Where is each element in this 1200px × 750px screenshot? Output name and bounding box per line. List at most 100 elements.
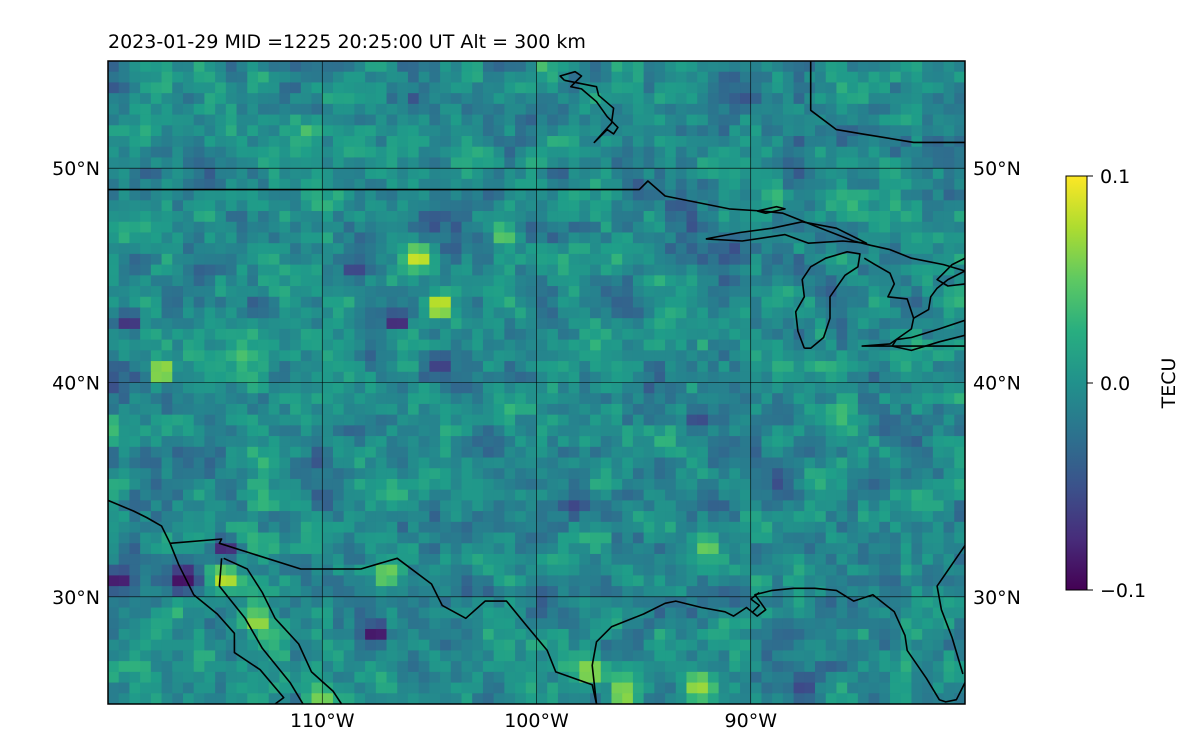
tec-cell [108,607,120,619]
tec-cell [750,189,763,201]
tec-cell [172,371,184,384]
tec-cell [397,350,409,362]
tec-cell [622,114,634,126]
tec-cell [225,232,238,244]
tec-cell [204,489,216,501]
tec-cell [740,543,752,555]
tec-cell [525,661,538,673]
tec-cell [407,393,420,405]
tec-cell [718,436,730,448]
tec-cell [343,618,355,630]
tec-cell [257,157,270,169]
tec-cell [590,500,602,512]
tec-cell [707,243,720,255]
tec-cell [279,264,291,276]
tec-cell [686,489,698,501]
tec-cell [675,296,688,309]
tec-cell [815,693,827,704]
tec-cell [954,61,965,73]
tec-cell [675,628,688,641]
tec-cell [932,286,945,298]
tec-cell [600,382,613,394]
tec-cell [407,146,420,159]
tec-cell [932,618,945,630]
tec-cell [943,436,955,448]
tec-cell [943,639,955,652]
tec-cell [418,693,430,704]
tec-cell [686,146,698,159]
tec-cell [547,586,559,598]
tec-cell [836,650,848,662]
tec-cell [879,339,891,351]
tec-cell [611,93,623,105]
tec-cell [493,553,505,566]
tec-cell [675,328,688,341]
tec-cell [418,361,430,373]
tec-cell [108,307,120,319]
tec-cell [761,361,773,373]
tec-cell [632,468,645,480]
tec-cell [493,564,505,576]
tec-cell [386,393,398,405]
tec-cell [279,221,291,234]
tec-cell [579,543,591,555]
tec-cell [782,103,795,116]
tec-cell [804,436,816,448]
tec-cell [836,361,848,373]
tec-cell [900,543,913,555]
tec-cell [761,521,773,534]
tec-cell [354,307,366,319]
tec-cell [900,511,913,523]
tec-cell [440,264,452,276]
tec-cell [857,157,870,169]
tec-cell [515,103,527,116]
tec-cell [386,511,398,523]
tec-cell [793,639,805,652]
tec-cell [579,189,591,201]
tec-cell [857,628,870,641]
tec-cell [429,350,441,362]
tec-cell [225,275,238,287]
tec-cell [761,607,773,619]
tec-cell [622,436,634,448]
tec-cell [407,136,420,148]
tec-cell [900,371,913,384]
tec-cell [632,146,645,159]
tec-cell [236,157,248,169]
tec-cell [482,489,495,501]
tec-cell [911,489,923,501]
tec-cell [943,253,955,266]
tec-cell [279,382,291,394]
tec-cell [268,178,280,191]
tec-cell [515,478,527,491]
tec-cell [332,500,345,512]
tec-cell [772,543,784,555]
tec-cell [579,693,591,704]
tec-cell [632,500,645,512]
tec-cell [247,425,259,437]
tec-cell [375,618,388,630]
colorbar-label: TECU [1158,358,1180,410]
tec-cell [279,682,291,694]
tec-cell [354,93,366,105]
tec-cell [547,328,559,341]
tec-cell [429,136,441,148]
tec-cell [354,468,366,480]
tec-cell [300,564,313,576]
tec-cell [943,114,955,126]
tec-cell [397,318,409,330]
tec-cell [793,575,805,587]
tec-cell [440,457,452,469]
tec-cell [654,178,666,191]
tec-cell [504,114,516,126]
tec-cell [836,136,848,148]
tec-cell [525,553,538,566]
tec-cell [493,414,505,426]
tec-cell [322,511,334,523]
tec-cell [761,339,773,351]
tec-cell [472,457,484,469]
tec-cell [311,414,323,426]
tec-cell [782,403,795,416]
tec-cell [354,628,366,641]
tec-cell [290,286,302,298]
